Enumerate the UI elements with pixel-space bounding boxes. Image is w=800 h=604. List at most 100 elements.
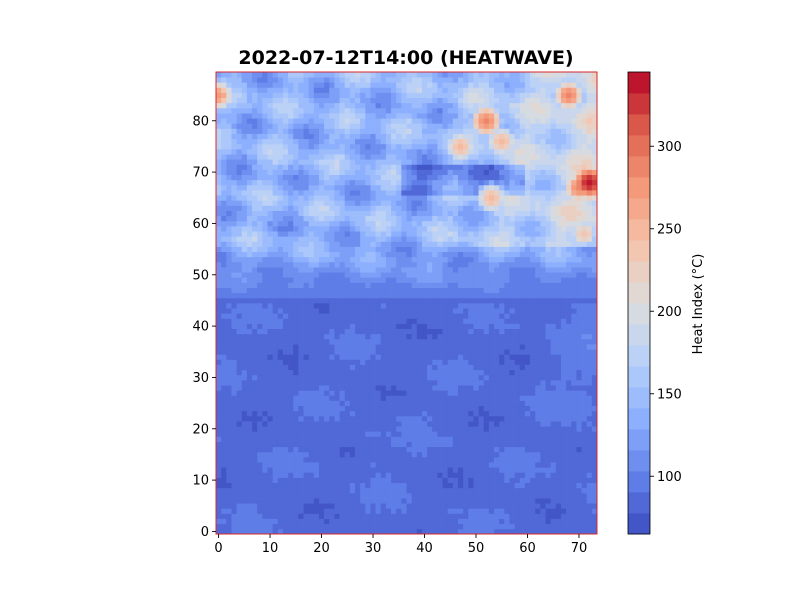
heatmap-cell	[288, 400, 294, 407]
heatmap-cell	[488, 513, 495, 519]
heatmap-cell	[298, 333, 304, 340]
heatmap-cell	[566, 349, 572, 355]
heatmap-cell	[344, 446, 351, 453]
heatmap-cell	[318, 492, 325, 499]
heatmap-cell	[535, 200, 541, 206]
heatmap-cell	[591, 374, 598, 381]
heatmap-cell	[293, 523, 299, 530]
heatmap-cell	[401, 277, 407, 283]
heatmap-cell	[555, 492, 562, 499]
heatmap-cell	[571, 364, 577, 371]
heatmap-cell	[385, 431, 392, 437]
heatmap-cell	[437, 364, 443, 371]
heatmap-cell	[401, 441, 407, 448]
heatmap-cell	[560, 477, 567, 484]
heatmap-cell	[216, 498, 222, 504]
heatmap-cell	[545, 431, 552, 437]
heatmap-cell	[308, 344, 315, 350]
heatmap-cell	[226, 359, 232, 365]
heatmap-cell	[339, 405, 346, 412]
heatmap-cell	[236, 267, 243, 273]
heatmap-cell	[231, 513, 237, 519]
heatmap-cell	[545, 246, 552, 253]
heatmap-cell	[349, 426, 356, 432]
heatmap-cell	[272, 313, 279, 319]
heatmap-cell	[473, 492, 479, 499]
heatmap-cell	[344, 457, 351, 463]
heatmap-cell	[514, 513, 521, 519]
heatmap-cell	[339, 308, 346, 314]
heatmap-cell	[509, 241, 515, 247]
heatmap-cell	[272, 374, 279, 381]
heatmap-cell	[427, 467, 433, 473]
heatmap-cell	[257, 436, 263, 442]
heatmap-cell	[499, 354, 505, 360]
heatmap-cell	[452, 523, 459, 530]
heatmap-cell	[581, 313, 588, 319]
heatmap-cell	[447, 415, 454, 422]
heatmap-cell	[246, 492, 253, 499]
heatmap-cell	[293, 323, 299, 330]
heatmap-cell	[221, 246, 227, 253]
heatmap-cell	[540, 303, 546, 309]
heatmap-cell	[468, 267, 474, 273]
heatmap-cell	[555, 359, 562, 365]
heatmap-cell	[550, 446, 557, 453]
heatmap-cell	[437, 205, 443, 211]
heatmap-cell	[535, 328, 541, 335]
heatmap-cell	[478, 246, 485, 253]
heatmap-cell	[432, 318, 438, 324]
heatmap-cell	[432, 308, 438, 314]
heatmap-cell	[504, 220, 510, 227]
heatmap-cell	[241, 205, 248, 211]
heatmap-cell	[318, 518, 325, 525]
heatmap-cell	[488, 241, 495, 247]
heatmap-cell	[576, 338, 582, 345]
heatmap-cell	[293, 400, 299, 407]
heatmap-cell	[370, 338, 376, 345]
heatmap-cell	[514, 205, 521, 211]
heatmap-cell	[360, 421, 366, 427]
heatmap-cell	[416, 297, 423, 304]
heatmap-cell	[555, 313, 562, 319]
heatmap-cell	[421, 395, 428, 401]
heatmap-cell	[324, 513, 330, 519]
heatmap-cell	[329, 328, 335, 335]
heatmap-cell	[298, 431, 304, 437]
heatmap-cell	[385, 498, 392, 504]
heatmap-cell	[545, 267, 552, 273]
heatmap-cell	[221, 297, 227, 304]
heatmap-cell	[252, 226, 258, 232]
heatmap-cell	[216, 246, 222, 253]
heatmap-cell	[457, 256, 464, 263]
heatmap-cell	[468, 333, 474, 340]
heatmap-cell	[360, 261, 366, 268]
heatmap-cell	[478, 405, 485, 412]
heatmap-cell	[576, 195, 582, 201]
heatmap-cell	[391, 436, 397, 442]
heatmap-cell	[344, 492, 351, 499]
heatmap-cell	[560, 292, 567, 299]
heatmap-cell	[262, 390, 268, 396]
heatmap-cell	[401, 313, 407, 319]
heatmap-cell	[241, 236, 248, 242]
heatmap-cell	[288, 410, 294, 417]
heatmap-cell	[365, 220, 371, 227]
heatmap-cell	[427, 498, 433, 504]
heatmap-cell	[468, 215, 474, 222]
heatmap-cell	[288, 477, 294, 484]
heatmap-cell	[385, 385, 392, 391]
heatmap-cell	[241, 513, 248, 519]
heatmap-cell	[246, 487, 253, 494]
heatmap-cell	[252, 318, 258, 324]
heatmap-cell	[339, 518, 346, 525]
heatmap-cell	[427, 492, 433, 499]
heatmap-cell	[339, 369, 346, 376]
heatmap-cell	[566, 277, 572, 283]
heatmap-cell	[272, 226, 279, 232]
heatmap-cell	[298, 272, 304, 278]
heatmap-cell	[308, 251, 315, 258]
heatmap-cell	[318, 436, 325, 442]
heatmap-cell	[231, 415, 237, 422]
heatmap-cell	[488, 226, 495, 232]
